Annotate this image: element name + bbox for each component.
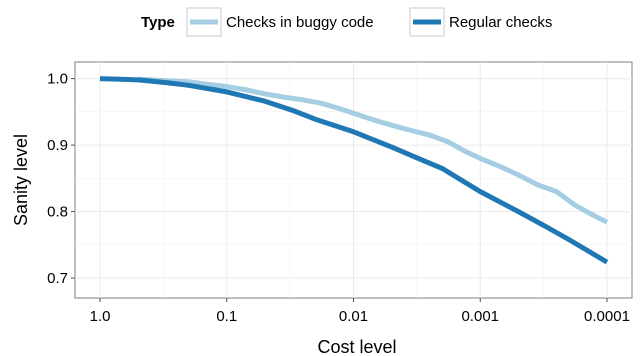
y-axis: 0.7 0.8 0.9 1.0 [47, 71, 75, 287]
legend: Type Checks in buggy code Regular checks [141, 7, 552, 37]
y-tick-label: 0.8 [47, 204, 68, 221]
x-tick-label: 0.1 [216, 308, 237, 325]
x-tick-label: 0.01 [339, 308, 368, 325]
series-line-buggy [138, 76, 609, 225]
x-axis-title: Cost level [317, 337, 396, 356]
series-line-regular [99, 76, 609, 265]
x-tick-label: 1.0 [90, 308, 111, 325]
legend-label-regular: Regular checks [449, 14, 552, 31]
x-axis: 1.0 0.1 0.01 0.001 0.0001 [90, 298, 630, 325]
legend-label-buggy: Checks in buggy code [226, 14, 374, 31]
y-tick-label: 0.9 [47, 137, 68, 154]
y-tick-label: 0.7 [47, 270, 68, 287]
x-tick-label: 0.001 [461, 308, 499, 325]
series-lines [99, 76, 609, 265]
x-tick-label: 0.0001 [584, 308, 630, 325]
y-tick-label: 1.0 [47, 71, 68, 88]
legend-title: Type [141, 14, 175, 31]
y-axis-title: Sanity level [11, 134, 31, 226]
